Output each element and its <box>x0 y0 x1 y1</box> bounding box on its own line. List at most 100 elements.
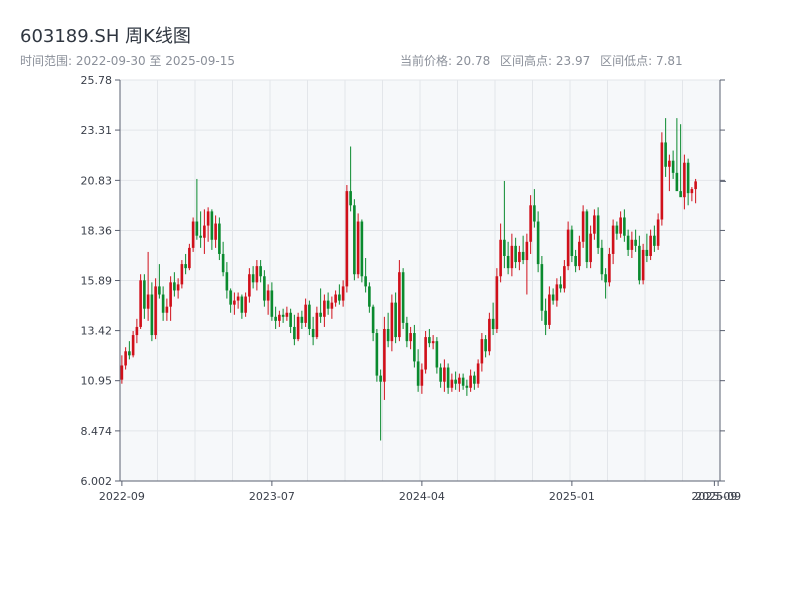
candle <box>604 268 607 299</box>
candle <box>656 213 660 250</box>
candle <box>120 355 124 384</box>
candle <box>559 276 562 293</box>
candle-body <box>341 286 345 301</box>
candle <box>536 211 540 273</box>
candle-body <box>173 282 176 291</box>
candle-body <box>506 255 510 269</box>
candle-body <box>503 239 506 256</box>
candle <box>473 371 476 390</box>
candle-body <box>566 229 570 267</box>
candle <box>683 154 686 210</box>
candle <box>158 264 161 299</box>
candle-body <box>690 189 694 194</box>
candle-body <box>401 272 405 323</box>
candle-body <box>608 253 611 283</box>
candle-body <box>424 337 427 370</box>
y-tick-label: 23.31 <box>81 124 113 137</box>
candle-body <box>311 328 315 338</box>
candle <box>679 124 682 198</box>
candle <box>503 180 506 269</box>
candle <box>540 255 544 321</box>
candle-body <box>236 296 240 301</box>
candle <box>630 231 634 259</box>
candle-body <box>289 312 292 327</box>
candle <box>375 328 379 382</box>
candle <box>308 300 311 336</box>
candle <box>323 294 326 327</box>
candle <box>349 146 352 212</box>
candle-body <box>368 286 371 307</box>
candle-body <box>349 191 352 206</box>
candle-body <box>548 294 551 325</box>
candle-body <box>510 245 514 269</box>
candle <box>300 310 304 329</box>
candle <box>405 316 409 348</box>
candle <box>435 337 439 374</box>
candle <box>686 158 690 206</box>
candle <box>259 260 262 283</box>
candle <box>506 241 510 275</box>
candle <box>278 310 281 327</box>
candle-body <box>165 306 169 313</box>
candle <box>581 205 585 248</box>
candle <box>499 223 502 283</box>
candle-body <box>585 211 589 263</box>
candle <box>326 292 330 315</box>
candle-body <box>529 205 532 242</box>
candle <box>338 284 341 305</box>
candle <box>660 132 664 226</box>
candle-body <box>188 247 191 269</box>
candle-body <box>675 172 679 192</box>
candle-body <box>514 245 517 263</box>
range-high-label: 区间高点: 23.97 <box>500 54 591 68</box>
candle-body <box>143 280 146 309</box>
candle <box>521 235 525 265</box>
candle-body <box>120 365 124 380</box>
y-tick-label: 6.002 <box>81 475 113 488</box>
candle-body <box>428 337 431 344</box>
candle-body <box>405 322 409 342</box>
candle-body <box>671 160 675 173</box>
candle <box>379 369 382 441</box>
candle <box>281 308 285 323</box>
candle-body <box>476 363 480 384</box>
candle-body <box>210 211 214 240</box>
candle-body <box>158 286 161 295</box>
y-tick-label: 25.78 <box>81 74 113 87</box>
candle-body <box>364 276 367 287</box>
candle-body <box>495 276 499 329</box>
candle <box>439 363 442 388</box>
candle <box>143 274 146 319</box>
candle-body <box>630 239 634 250</box>
candle-body <box>124 351 127 366</box>
candle <box>154 278 157 340</box>
candle-body <box>131 335 135 356</box>
candle <box>416 349 420 392</box>
candle-body <box>233 300 236 305</box>
candle <box>641 243 645 285</box>
candle-body <box>645 249 649 256</box>
x-tick-label: 2022-09 <box>99 490 145 503</box>
candle-body <box>439 367 442 382</box>
candle-body <box>281 314 285 317</box>
candle <box>244 292 247 317</box>
candle <box>229 288 232 313</box>
candle <box>191 217 195 252</box>
candle <box>293 314 296 346</box>
candle <box>345 185 349 293</box>
candle <box>431 335 435 350</box>
candle-body <box>593 215 596 234</box>
candle <box>364 258 367 293</box>
candle <box>510 233 514 277</box>
candle-body <box>570 229 574 256</box>
candle <box>218 217 221 261</box>
candle-body <box>619 217 622 234</box>
candle <box>555 278 559 307</box>
candle <box>150 282 154 342</box>
candle <box>203 209 206 254</box>
candle-body <box>469 375 472 388</box>
candle-body <box>274 316 277 321</box>
candle <box>255 260 259 291</box>
candle-body <box>319 312 322 317</box>
candle <box>296 312 300 342</box>
